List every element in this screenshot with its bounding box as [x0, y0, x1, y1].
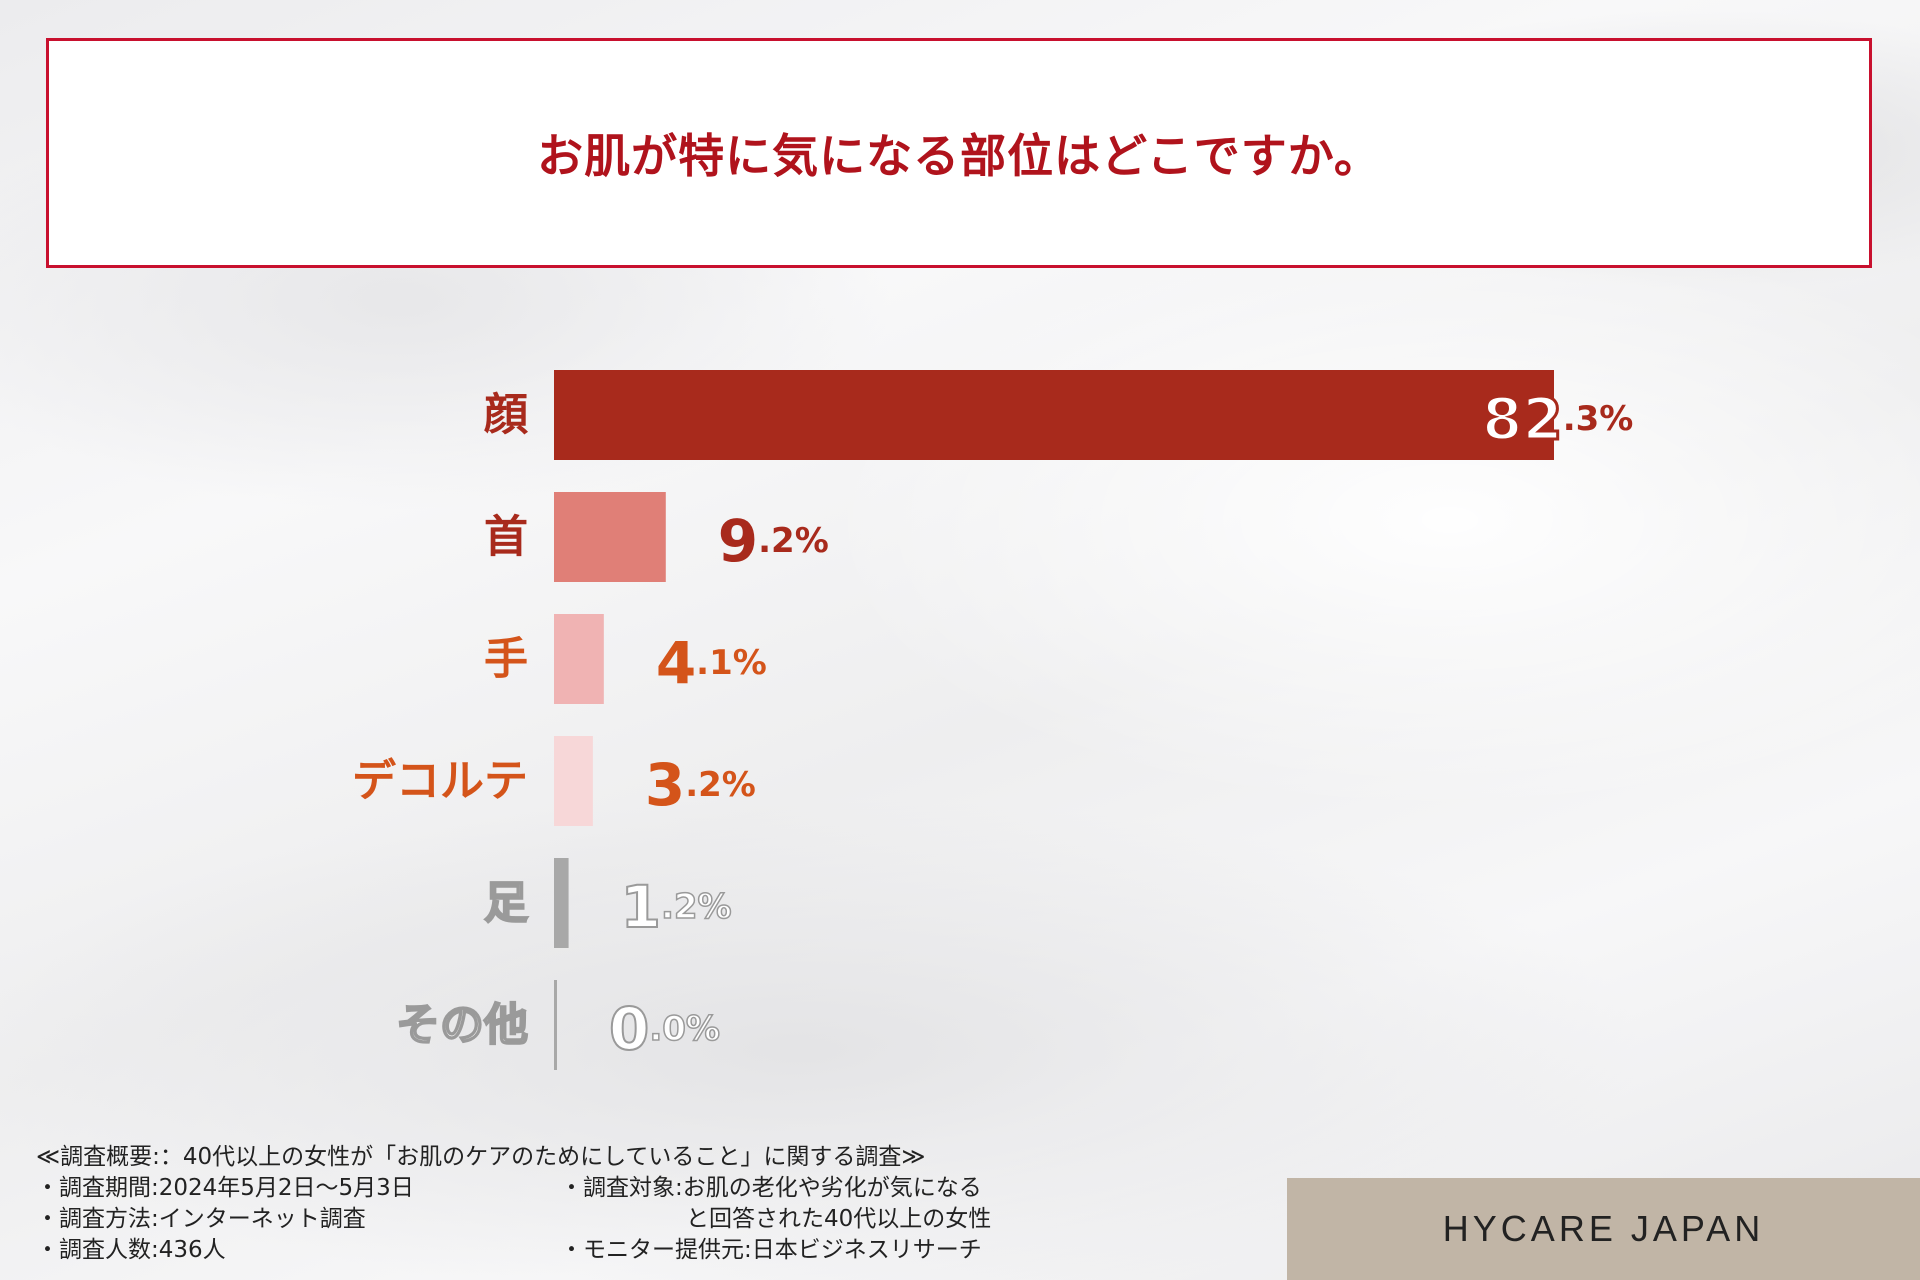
value-label-int-3: 3 — [645, 751, 685, 819]
survey-method: ・調査方法:インターネット調査 — [36, 1206, 366, 1232]
value-label-5: 0.0% — [609, 995, 720, 1063]
bar-chart: 顔 82.3%首 9.2%手 4.1%デコルテ 3.2%足 1.2%その他 0.0% — [352, 370, 1633, 1070]
value-label-int-2: 4 — [656, 629, 696, 697]
survey-count: ・調査人数:436人 — [36, 1237, 226, 1263]
survey-summary: ≪調査概要:：40代以上の女性が「お肌のケアのためにしていること」に関する調査≫ — [36, 1144, 926, 1170]
survey-target-cont: と回答された40代以上の女性 — [686, 1206, 992, 1232]
category-label-4: 足 — [484, 878, 528, 929]
value-label-4: 1.2% — [621, 873, 732, 941]
value-label-0: 82.3% — [1482, 385, 1633, 453]
brand-name: HYCARE JAPAN — [1442, 1208, 1765, 1249]
survey-details-column: ・調査対象:お肌の老化や劣化が気になる と回答された40代以上の女性 ・モニター… — [560, 1173, 1080, 1266]
bar-1 — [554, 492, 666, 582]
value-label-dec-5: .0% — [649, 1009, 720, 1049]
chart-title: お肌が特に気になる部位はどこですか。 — [537, 129, 1381, 183]
bar-3 — [554, 736, 593, 826]
category-label-1: 首 — [484, 512, 528, 563]
survey-footer: ≪調査概要:：40代以上の女性が「お肌のケアのためにしていること」に関する調査≫… — [36, 1142, 991, 1266]
category-label-3: デコルテ — [352, 756, 528, 807]
value-label-int-5: 0 — [609, 995, 649, 1063]
survey-target: ・調査対象:お肌の老化や劣化が気になる — [560, 1175, 982, 1201]
category-label-5: その他 — [396, 1000, 528, 1051]
value-label-dec-4: .2% — [661, 887, 732, 927]
brand-box: HYCARE JAPAN — [1287, 1178, 1920, 1280]
bar-2 — [554, 614, 604, 704]
bar-5 — [554, 980, 557, 1070]
bar-4 — [554, 858, 569, 948]
value-label-dec-0: .3% — [1563, 399, 1634, 439]
value-label-int-4: 1 — [621, 873, 661, 941]
value-label-int-1: 9 — [718, 507, 758, 575]
title-box: お肌が特に気になる部位はどこですか。 — [46, 38, 1872, 268]
value-label-dec-1: .2% — [758, 521, 829, 561]
bar-0 — [554, 370, 1554, 460]
value-label-dec-2: .1% — [696, 643, 767, 683]
value-label-int-0: 82 — [1482, 385, 1563, 453]
survey-period: ・調査期間:2024年5月2日～5月3日 — [36, 1175, 414, 1201]
survey-provider: ・モニター提供元:日本ビジネスリサーチ — [560, 1237, 982, 1263]
value-label-1: 9.2% — [718, 507, 829, 575]
value-label-2: 4.1% — [656, 629, 767, 697]
category-label-0: 顔 — [484, 390, 529, 441]
value-label-dec-3: .2% — [685, 765, 756, 805]
category-label-2: 手 — [484, 634, 528, 685]
value-label-3: 3.2% — [645, 751, 756, 819]
